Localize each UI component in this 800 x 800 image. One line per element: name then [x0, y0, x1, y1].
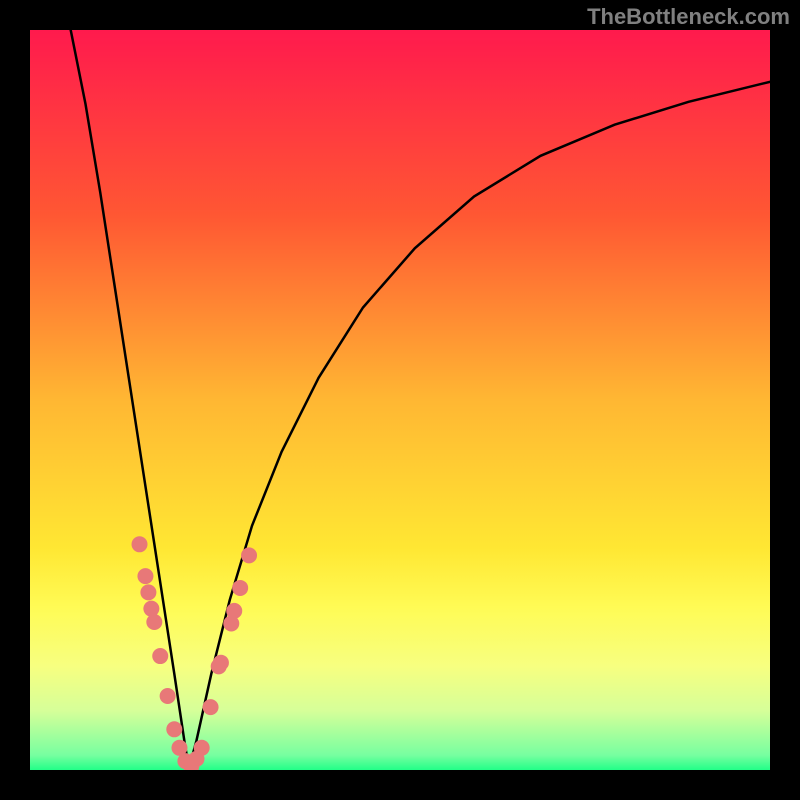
data-marker [146, 614, 162, 630]
data-marker [241, 547, 257, 563]
data-marker [140, 584, 156, 600]
data-marker [166, 721, 182, 737]
data-marker [203, 699, 219, 715]
data-marker [194, 740, 210, 756]
data-marker [132, 536, 148, 552]
chart-frame: TheBottleneck.com [0, 0, 800, 800]
data-marker [211, 658, 227, 674]
curve-left [71, 30, 189, 768]
data-marker [226, 603, 242, 619]
data-marker [232, 580, 248, 596]
plot-area [30, 30, 770, 770]
data-marker [160, 688, 176, 704]
chart-svg [30, 30, 770, 770]
data-marker [143, 601, 159, 617]
curve-right [189, 82, 770, 768]
data-marker [152, 648, 168, 664]
watermark-text: TheBottleneck.com [587, 4, 790, 30]
data-marker [137, 568, 153, 584]
